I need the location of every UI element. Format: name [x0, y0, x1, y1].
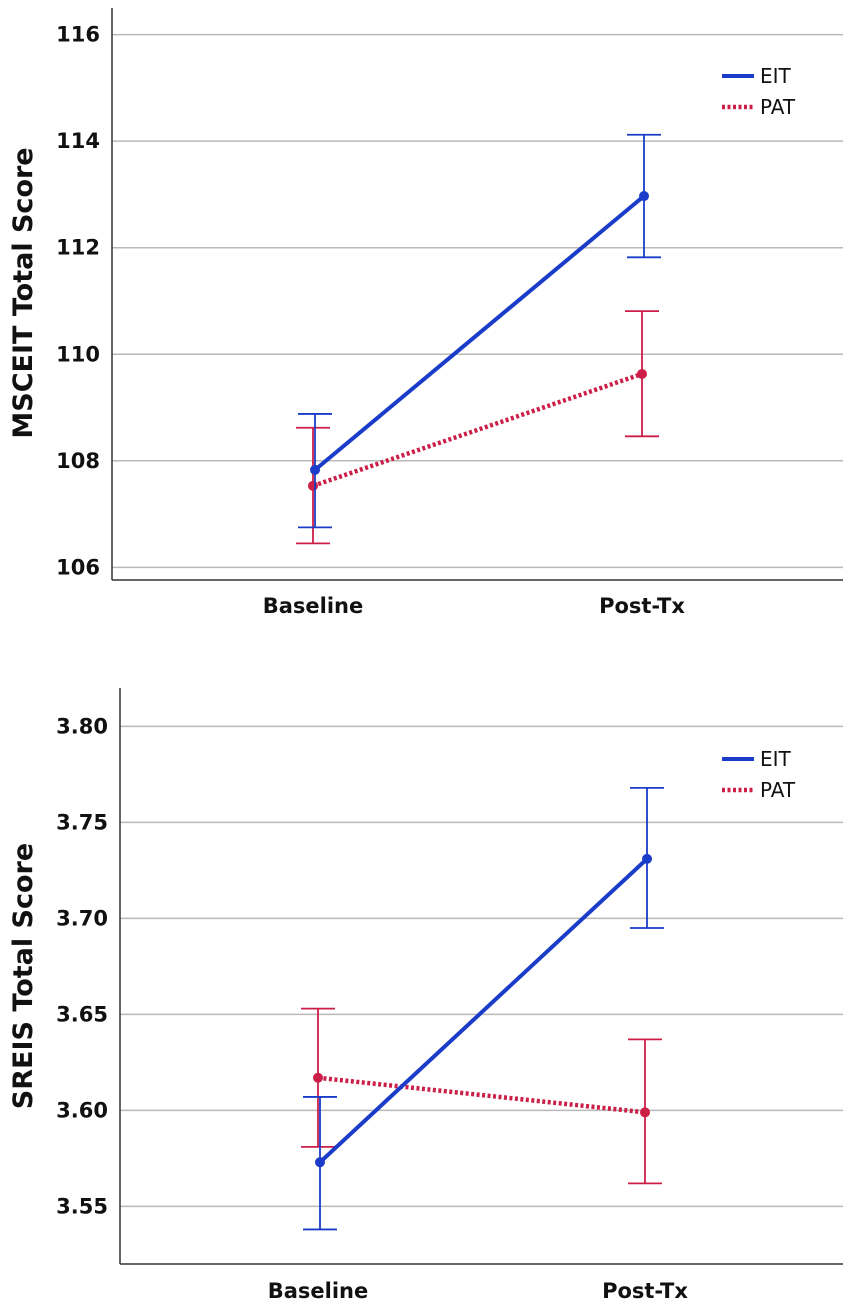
sreis-y-tick-label: 3.80: [56, 714, 108, 738]
msceit-series-pat: [296, 310, 659, 545]
sreis-y-tick-label: 3.70: [56, 906, 108, 930]
sreis-eit-point: [642, 853, 652, 864]
legend-label-eit: EIT: [760, 747, 792, 771]
sreis-y-tick-label: 3.65: [56, 1002, 108, 1026]
msceit-pat-point: [637, 368, 647, 379]
legend-label-eit: EIT: [760, 64, 792, 88]
msceit-y-axis-label: MSCEIT Total Score: [8, 147, 39, 438]
sreis-y-tick-label: 3.75: [56, 810, 108, 834]
sreis-pat-point: [313, 1072, 323, 1083]
sreis-y-tick-label: 3.60: [56, 1098, 108, 1122]
sreis-eit-line: [318, 857, 649, 1164]
msceit-legend: EIT PAT: [722, 64, 796, 119]
legend-label-pat: PAT: [760, 95, 796, 119]
sreis-eit-point: [315, 1157, 325, 1168]
msceit-x-ticks: Baseline Post-Tx: [263, 594, 686, 618]
sreis-gridlines: [120, 725, 843, 1208]
msceit-y-ticks: 106 108 110 112 114 116: [56, 23, 100, 580]
sreis-series-eit: [303, 786, 664, 1231]
msceit-y-tick-label: 116: [56, 23, 100, 47]
legend-label-pat: PAT: [760, 778, 796, 802]
sreis-pat-line: [317, 1075, 646, 1115]
msceit-eit-point: [639, 191, 649, 202]
sreis-legend: EIT PAT: [722, 747, 796, 802]
msceit-y-tick-label: 114: [56, 129, 100, 153]
msceit-eit-point: [310, 464, 320, 475]
msceit-y-tick-label: 108: [56, 449, 100, 473]
msceit-series: [296, 133, 661, 545]
sreis-y-ticks: 3.55 3.60 3.65 3.70 3.75 3.80: [56, 714, 108, 1218]
msceit-series-eit: [298, 133, 661, 529]
msceit-y-tick-label: 106: [56, 555, 100, 579]
sreis-x-tick-label: Post-Tx: [602, 1279, 688, 1303]
msceit-gridlines: [112, 33, 843, 569]
sreis-series: [301, 786, 664, 1231]
msceit-x-tick-label: Post-Tx: [599, 594, 685, 618]
sreis-x-ticks: Baseline Post-Tx: [268, 1279, 689, 1303]
msceit-chart: 106 108 110 112 114 116 Baseline Post-Tx MSCEI…: [8, 8, 843, 618]
sreis-y-tick-label: 3.55: [56, 1194, 108, 1218]
msceit-pat-point: [308, 480, 318, 491]
sreis-pat-point: [640, 1107, 650, 1118]
sreis-y-axis-label: SREIS Total Score: [8, 843, 39, 1109]
msceit-y-tick-label: 112: [56, 236, 100, 260]
msceit-pat-line: [312, 371, 643, 488]
msceit-y-tick-label: 110: [56, 342, 100, 366]
msceit-x-tick-label: Baseline: [263, 594, 364, 618]
msceit-eit-line: [313, 194, 646, 472]
sreis-chart: 3.55 3.60 3.65 3.70 3.75 3.80 Baseline Post-Tx…: [8, 688, 843, 1303]
sreis-series-pat: [301, 1007, 662, 1185]
sreis-x-tick-label: Baseline: [268, 1279, 369, 1303]
